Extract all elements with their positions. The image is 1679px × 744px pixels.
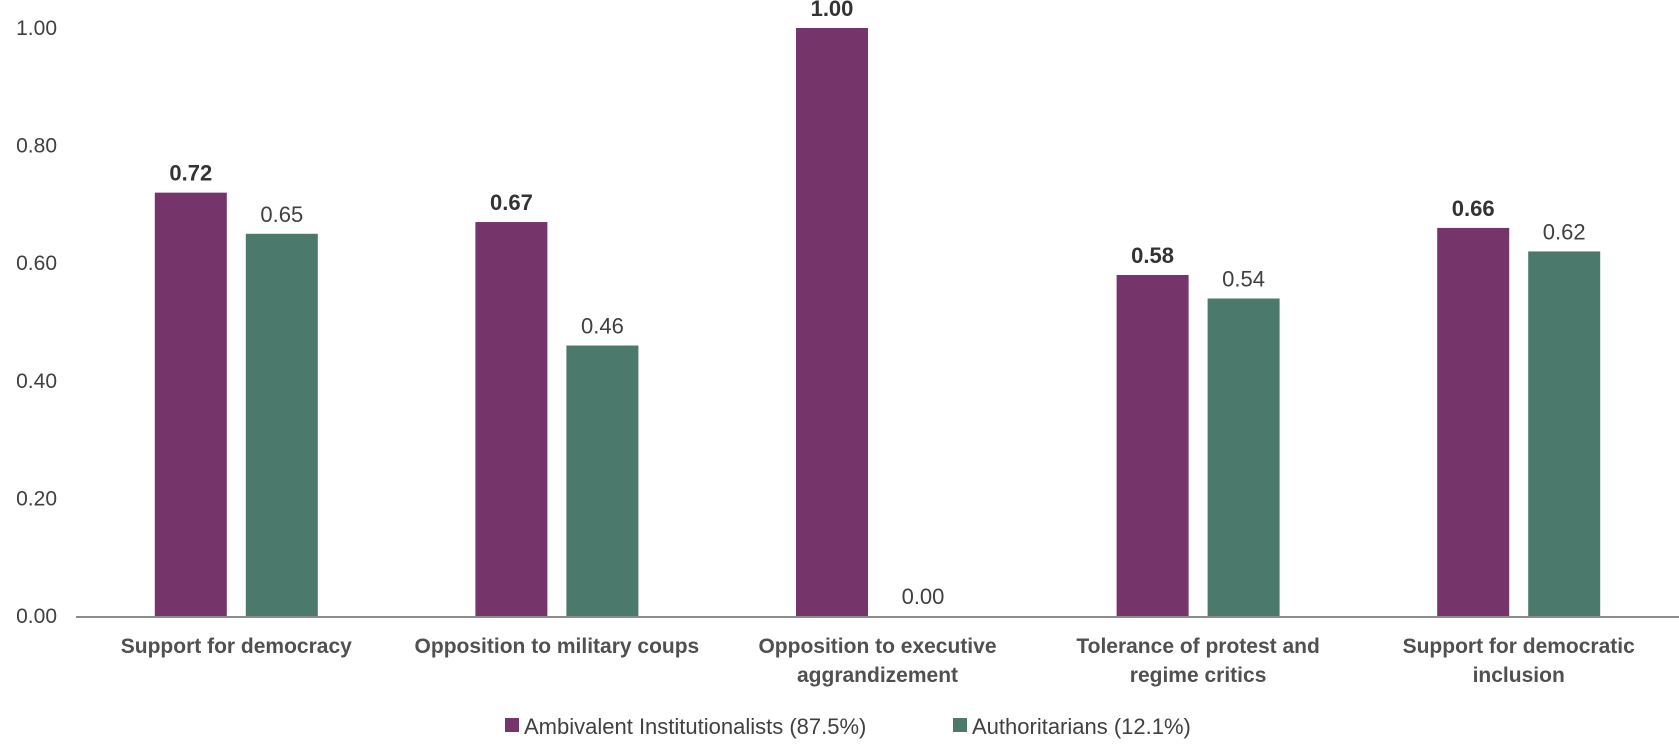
- category-label: Opposition to military coups: [415, 635, 700, 658]
- y-tick-label: 0.20: [16, 487, 57, 510]
- data-label: 0.65: [260, 202, 303, 227]
- bar-authoritarian: [1207, 298, 1280, 616]
- bar-ambivalent: [796, 28, 868, 616]
- legend: Ambivalent Institutionalists (87.5%) Auth…: [505, 714, 1191, 739]
- bar-ambivalent: [1116, 274, 1189, 616]
- legend-swatch: [953, 718, 967, 732]
- category-label: Opposition to executive: [758, 635, 996, 658]
- bars: [154, 28, 1601, 617]
- bar-authoritarian: [566, 345, 639, 616]
- y-tick-label: 0.80: [16, 135, 57, 158]
- legend-label: Ambivalent Institutionalists (87.5%): [524, 714, 866, 739]
- data-label: 0.62: [1543, 219, 1586, 244]
- category-label: regime critics: [1130, 664, 1267, 687]
- y-axis: 0.00 0.20 0.40 0.60 0.80 1.00: [16, 17, 57, 628]
- bar-ambivalent: [1437, 227, 1510, 617]
- y-tick-label: 0.60: [16, 252, 57, 275]
- y-tick-label: 0.40: [16, 370, 57, 393]
- category-label: Support for democratic: [1403, 635, 1636, 658]
- bar-authoritarian: [245, 233, 318, 617]
- category-label: Support for democracy: [121, 635, 352, 658]
- legend-label: Authoritarians (12.1%): [972, 714, 1191, 739]
- data-label: 0.66: [1452, 196, 1495, 221]
- data-label: 0.54: [1222, 266, 1265, 291]
- data-label: 0.00: [902, 584, 945, 609]
- data-label: 0.46: [581, 314, 624, 339]
- bar-ambivalent: [475, 222, 548, 617]
- data-label: 0.58: [1131, 243, 1174, 268]
- value-labels: 0.72 0.65 0.67 0.46 1.00 0.00 0.58 0.54 0.66 0.62: [169, 0, 1585, 609]
- data-label: 0.67: [490, 190, 533, 215]
- bar-authoritarian: [1528, 251, 1601, 616]
- legend-swatch: [505, 718, 519, 732]
- category-label: Tolerance of protest and: [1076, 635, 1319, 658]
- data-label: 0.72: [169, 161, 212, 186]
- category-label: inclusion: [1473, 664, 1565, 687]
- data-label: 1.00: [811, 0, 854, 21]
- y-tick-label: 0.00: [16, 605, 57, 628]
- category-label: aggrandizement: [797, 664, 958, 687]
- bar-ambivalent: [154, 192, 227, 616]
- y-tick-label: 1.00: [16, 17, 57, 40]
- category-labels: Support for democracy Opposition to milit…: [121, 635, 1635, 687]
